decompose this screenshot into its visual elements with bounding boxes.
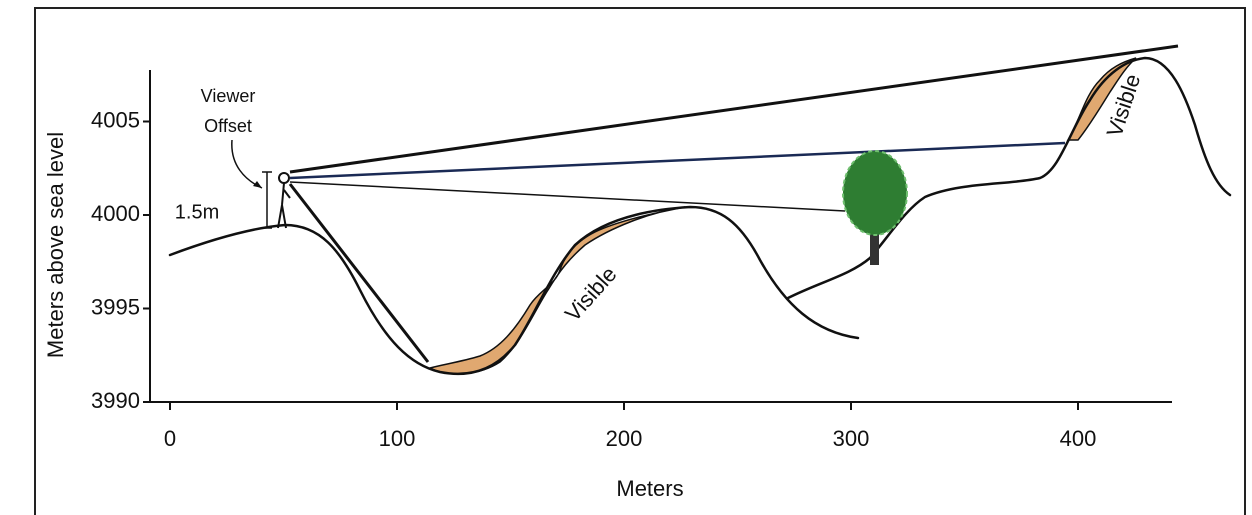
x-tick-label: 300 — [833, 426, 870, 451]
sight-line — [289, 181, 846, 212]
annotation: Viewer — [201, 86, 256, 106]
offset-bracket — [262, 171, 272, 229]
y-tick-label: 3990 — [91, 388, 140, 413]
visible-label: Visible — [560, 262, 622, 327]
annotation: 1.5m — [175, 201, 219, 223]
viewer-head — [278, 172, 290, 184]
sight-line — [289, 44, 1179, 174]
y-tick-label: 4005 — [91, 107, 140, 132]
x-tick-label: 0 — [164, 426, 176, 451]
tree — [842, 150, 908, 236]
sight-line — [289, 141, 1066, 180]
tree-trunk — [870, 228, 879, 265]
annotation: Offset — [204, 116, 252, 136]
y-tick-label: 3995 — [91, 294, 140, 319]
x-tick-label: 100 — [379, 426, 416, 451]
frame — [34, 7, 1246, 515]
y-tick-label: 4000 — [91, 201, 140, 226]
visible-band — [427, 206, 686, 375]
arrow-head — [253, 181, 262, 188]
viewer — [277, 182, 291, 229]
sight-line — [288, 183, 430, 363]
visible-band — [1066, 57, 1137, 141]
ticks: 0 100 200 300 400 3990 3995 4000 4005 — [91, 107, 1096, 451]
offset-arrow — [231, 139, 263, 189]
y-axis-label: Meters above sea level — [43, 132, 68, 358]
x-axis-label: Meters — [616, 476, 683, 501]
x-tick-label: 200 — [606, 426, 643, 451]
x-tick-label: 400 — [1060, 426, 1097, 451]
terrain — [168, 205, 860, 376]
